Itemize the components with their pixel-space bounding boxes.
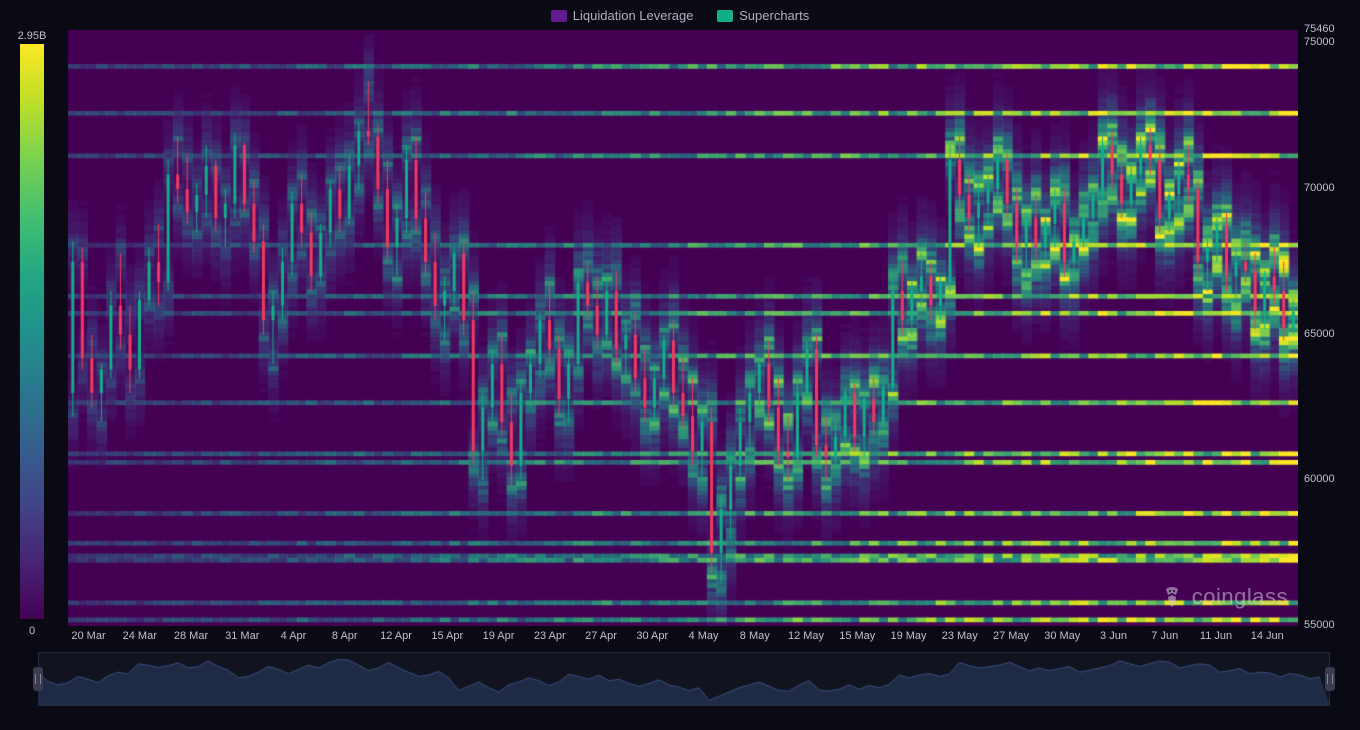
x-tick-label: 3 Jun xyxy=(1100,630,1127,642)
legend-swatch-liquidation xyxy=(551,10,567,22)
legend-label: Liquidation Leverage xyxy=(573,8,694,23)
chart-legend: Liquidation Leverage Supercharts xyxy=(0,8,1360,25)
x-tick-label: 8 Apr xyxy=(332,630,358,642)
colorbar-max-label: 2.95B xyxy=(10,30,54,42)
x-tick-label: 19 May xyxy=(890,630,926,642)
x-tick-label: 23 Apr xyxy=(534,630,566,642)
y-tick-label: 55000 xyxy=(1304,619,1335,631)
x-tick-label: 4 Apr xyxy=(281,630,307,642)
x-tick-label: 15 May xyxy=(839,630,875,642)
x-tick-label: 30 Apr xyxy=(636,630,668,642)
time-range-navigator[interactable] xyxy=(38,652,1330,706)
y-tick-label: 70000 xyxy=(1304,182,1335,194)
x-tick-label: 4 May xyxy=(689,630,719,642)
x-tick-label: 14 Jun xyxy=(1251,630,1284,642)
x-tick-label: 11 Jun xyxy=(1200,630,1232,642)
navigator-handle-right[interactable] xyxy=(1325,667,1335,691)
x-tick-label: 27 Apr xyxy=(585,630,617,642)
legend-label: Supercharts xyxy=(739,8,809,23)
navigator-minichart xyxy=(38,652,1330,706)
x-tick-label: 19 Apr xyxy=(483,630,515,642)
x-tick-label: 23 May xyxy=(942,630,978,642)
legend-item-supercharts: Supercharts xyxy=(717,8,809,23)
x-tick-label: 28 Mar xyxy=(174,630,208,642)
legend-item-liquidation: Liquidation Leverage xyxy=(551,8,694,23)
colorbar-gradient xyxy=(20,44,44,619)
navigator-handle-left[interactable] xyxy=(33,667,43,691)
x-tick-label: 12 May xyxy=(788,630,824,642)
y-tick-label: 60000 xyxy=(1304,473,1335,485)
intensity-colorbar: 2.95B 0 xyxy=(10,30,54,637)
x-tick-label: 20 Mar xyxy=(71,630,105,642)
x-tick-label: 8 May xyxy=(740,630,770,642)
legend-swatch-supercharts xyxy=(717,10,733,22)
x-tick-label: 24 Mar xyxy=(123,630,157,642)
x-tick-label: 7 Jun xyxy=(1151,630,1178,642)
x-tick-label: 27 May xyxy=(993,630,1029,642)
price-axis: 550006000065000700007500075460 xyxy=(1304,30,1354,626)
x-tick-label: 15 Apr xyxy=(431,630,463,642)
y-tick-label: 75000 xyxy=(1304,36,1335,48)
x-tick-label: 12 Apr xyxy=(380,630,412,642)
colorbar-min-label: 0 xyxy=(10,625,54,637)
x-tick-label: 30 May xyxy=(1044,630,1080,642)
y-tick-label: 75460 xyxy=(1304,23,1335,35)
time-axis: 20 Mar 24 Mar 28 Mar 31 Mar 4 Apr 8 Apr 12 Apr… xyxy=(68,630,1298,646)
y-tick-label: 65000 xyxy=(1304,328,1335,340)
candlestick-layer xyxy=(68,30,1298,626)
x-tick-label: 31 Mar xyxy=(225,630,259,642)
liquidation-heatmap-chart[interactable] xyxy=(68,30,1298,626)
